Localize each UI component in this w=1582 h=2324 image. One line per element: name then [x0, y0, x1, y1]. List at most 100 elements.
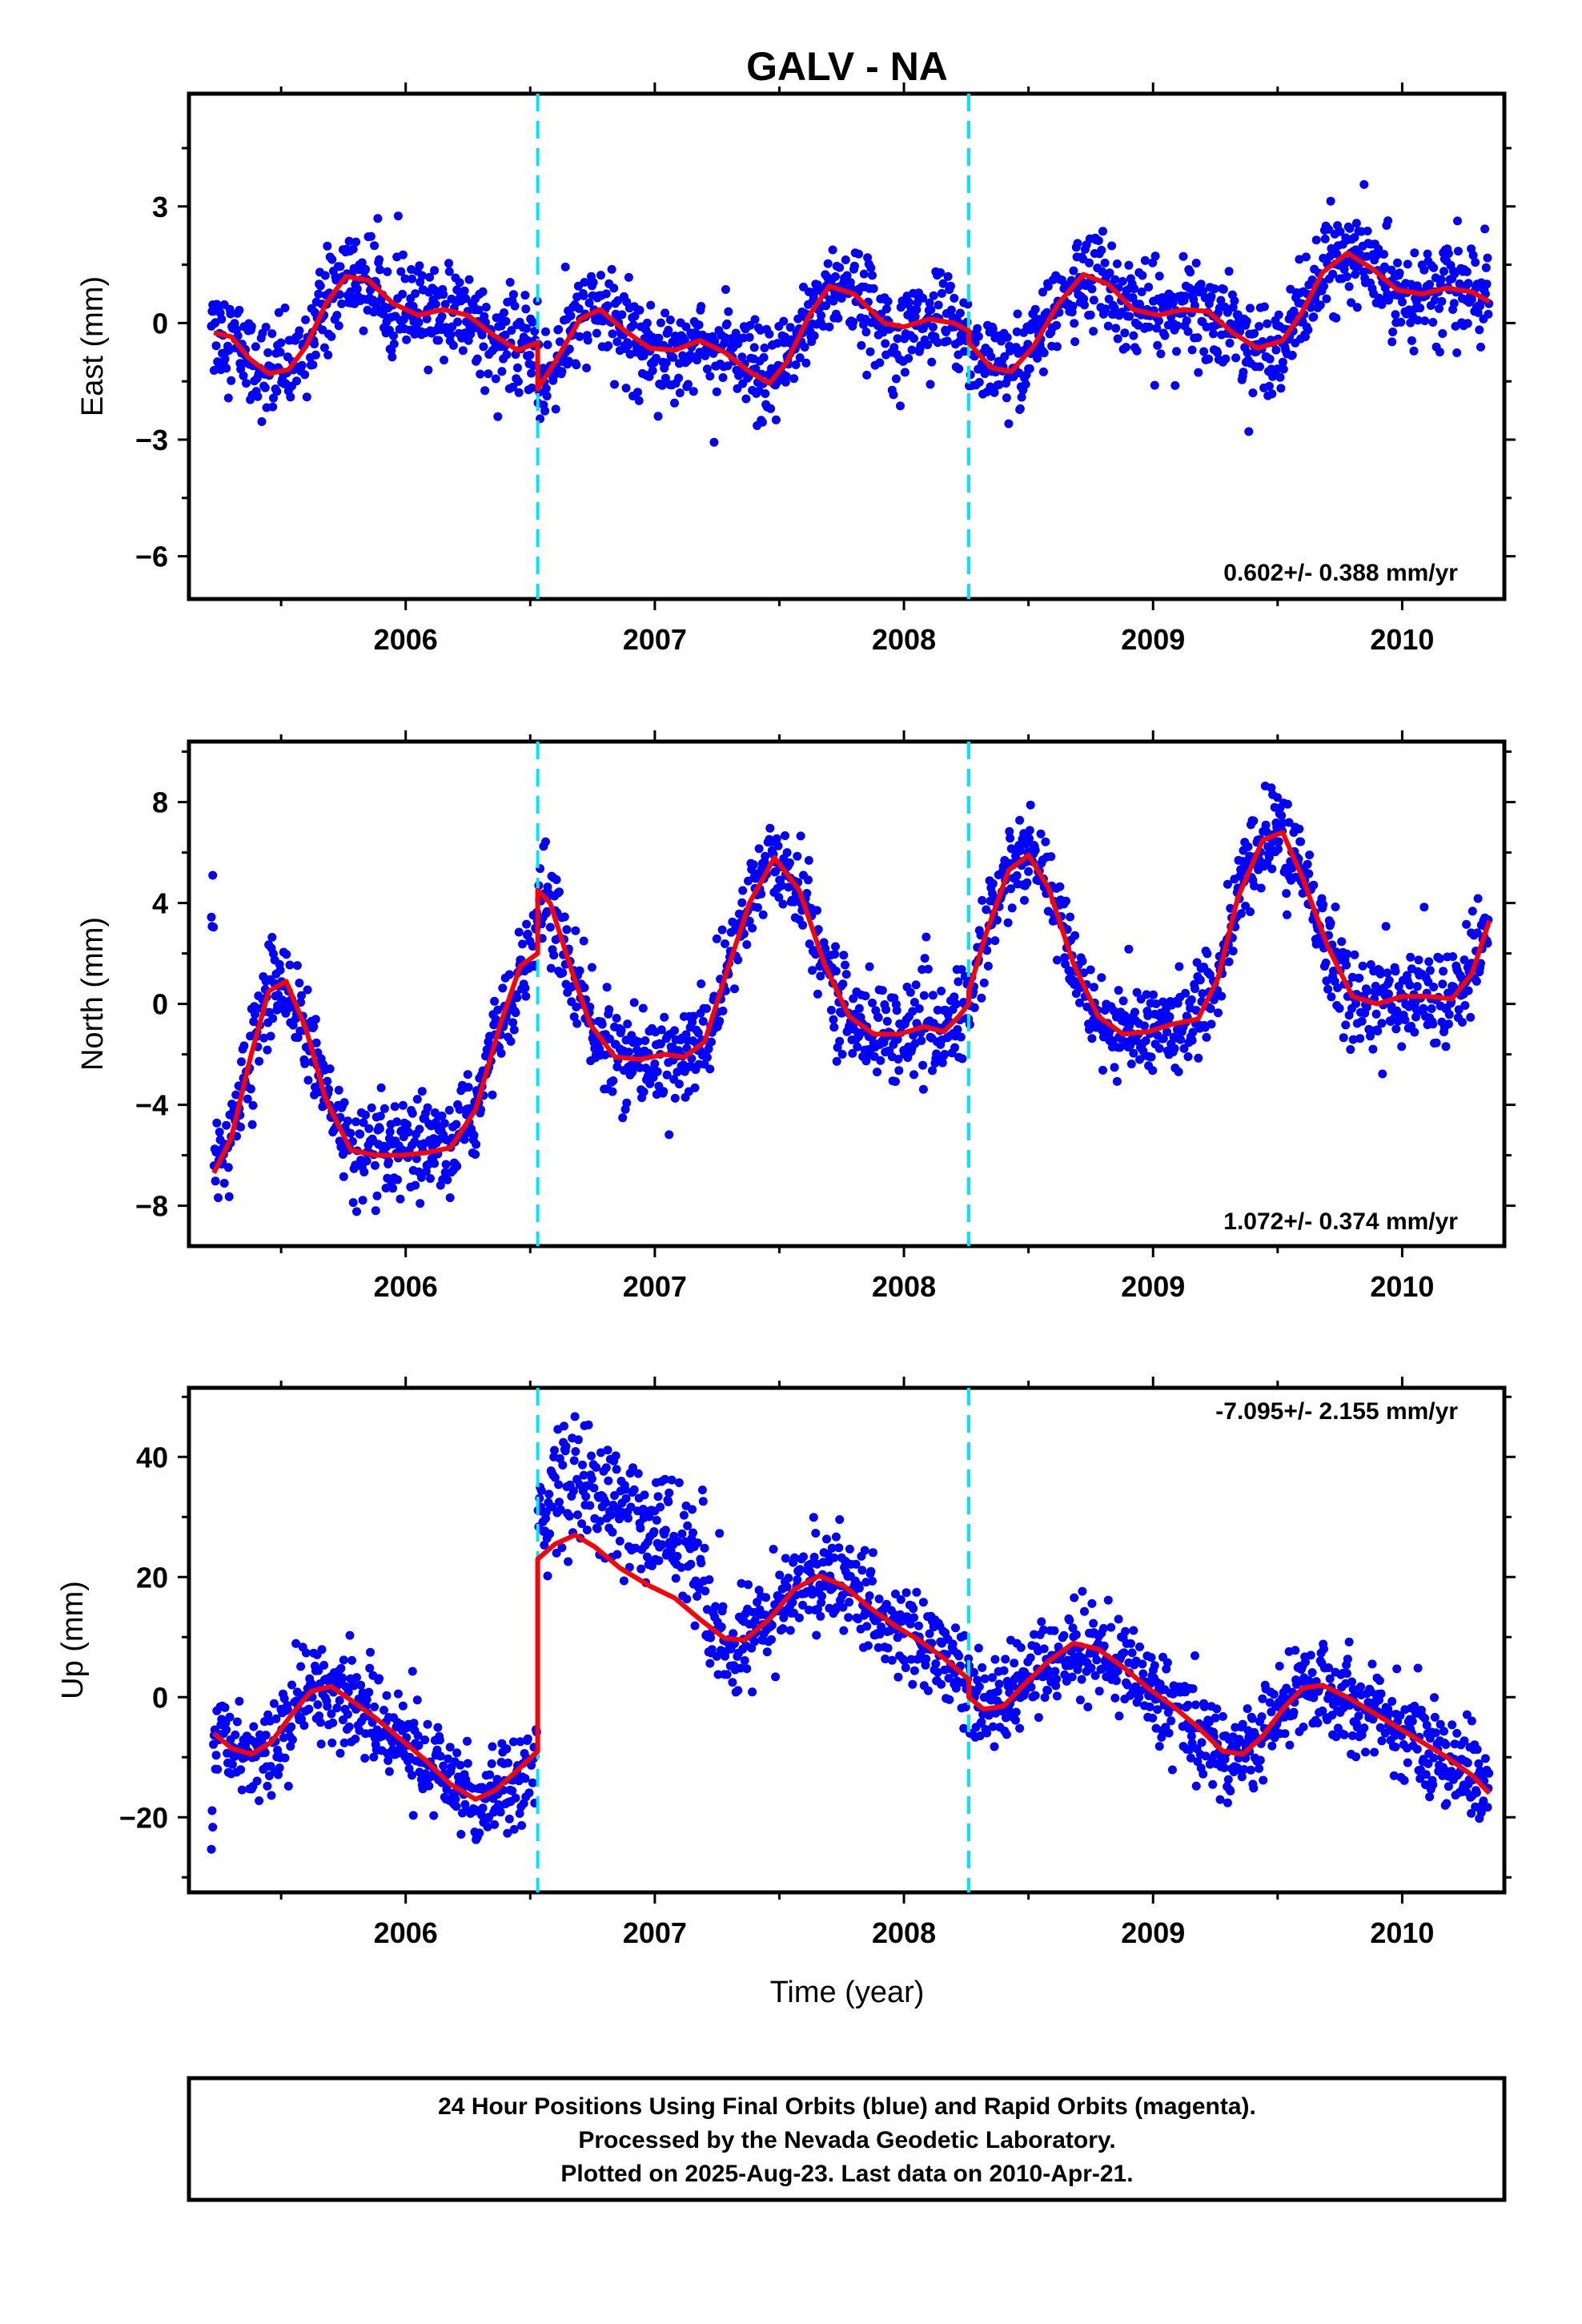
- position-point: [518, 939, 527, 949]
- position-point: [622, 1098, 632, 1108]
- position-point: [1165, 1012, 1174, 1022]
- position-point: [1110, 303, 1119, 312]
- position-point: [745, 332, 754, 342]
- position-point: [263, 1045, 272, 1055]
- position-point: [1078, 956, 1087, 966]
- position-point: [785, 858, 794, 867]
- position-point: [957, 965, 966, 975]
- position-point: [588, 278, 598, 287]
- position-point: [411, 289, 420, 299]
- position-point: [493, 1005, 503, 1015]
- position-point: [444, 259, 453, 268]
- position-point: [524, 1788, 534, 1798]
- position-point: [1343, 272, 1351, 281]
- position-point: [475, 1828, 484, 1838]
- position-point: [974, 332, 983, 341]
- position-point: [1351, 999, 1361, 1008]
- position-point: [929, 291, 938, 300]
- position-point: [1010, 1659, 1019, 1668]
- position-point: [605, 1034, 614, 1043]
- position-point: [851, 1559, 861, 1569]
- position-point: [1125, 312, 1134, 321]
- position-point: [1077, 1675, 1086, 1684]
- position-point: [335, 290, 344, 300]
- position-point: [771, 1672, 781, 1682]
- position-point: [579, 291, 588, 300]
- plot-frame: [187, 739, 1507, 1248]
- position-point: [1410, 248, 1419, 258]
- position-point: [612, 1465, 621, 1474]
- position-point: [441, 1160, 451, 1169]
- position-point: [1249, 1783, 1259, 1793]
- position-point: [657, 1540, 667, 1550]
- x-tick-label: 2010: [1370, 1270, 1434, 1303]
- position-point: [650, 1059, 660, 1068]
- position-point: [1104, 295, 1114, 304]
- position-point: [1352, 303, 1362, 312]
- x-tick-label: 2007: [623, 1916, 687, 1949]
- position-point: [724, 307, 733, 316]
- position-point: [1387, 337, 1397, 347]
- position-point: [602, 983, 612, 992]
- position-point: [612, 1062, 622, 1072]
- position-point: [659, 1087, 669, 1096]
- position-point: [311, 1015, 320, 1024]
- position-point: [525, 351, 535, 360]
- position-point: [982, 905, 991, 915]
- position-point: [909, 1604, 918, 1614]
- position-point: [635, 1063, 644, 1072]
- position-point: [883, 1643, 893, 1653]
- position-point: [543, 340, 552, 349]
- position-point: [675, 388, 685, 398]
- position-point: [1195, 975, 1205, 985]
- position-point: [242, 379, 251, 388]
- position-point: [707, 1645, 717, 1655]
- position-point: [1322, 294, 1331, 304]
- position-point: [1112, 259, 1122, 268]
- position-point: [1435, 954, 1444, 963]
- position-point: [1344, 1011, 1354, 1020]
- position-point: [1428, 1019, 1438, 1029]
- position-point: [974, 1643, 983, 1653]
- position-point: [1103, 1595, 1113, 1605]
- position-point: [496, 1048, 506, 1058]
- position-point: [933, 338, 942, 348]
- plot-frame: [187, 1385, 1507, 1895]
- position-point: [1101, 304, 1110, 314]
- position-point: [1248, 388, 1258, 398]
- position-point: [1335, 1003, 1344, 1013]
- position-point: [445, 1193, 455, 1203]
- position-point: [292, 961, 302, 971]
- position-point: [946, 281, 955, 291]
- position-point: [793, 1575, 802, 1585]
- position-point: [673, 1551, 682, 1561]
- position-point: [1246, 1765, 1255, 1775]
- position-point: [560, 912, 569, 922]
- position-point: [737, 898, 747, 907]
- position-point: [1001, 1655, 1010, 1664]
- position-point: [1071, 1630, 1081, 1639]
- position-point: [753, 903, 762, 912]
- position-point: [552, 875, 561, 884]
- position-point: [1226, 1787, 1235, 1795]
- position-point: [1339, 264, 1349, 274]
- position-point: [619, 1576, 628, 1586]
- position-point: [504, 1758, 513, 1767]
- position-point: [1304, 869, 1314, 879]
- position-point: [857, 1566, 867, 1575]
- position-point: [463, 1736, 472, 1746]
- position-point: [1387, 265, 1396, 275]
- position-point: [845, 1544, 854, 1554]
- position-point: [1099, 1641, 1109, 1651]
- position-point: [1011, 1715, 1020, 1725]
- position-point: [303, 985, 312, 995]
- position-point: [1138, 271, 1147, 280]
- position-point: [718, 373, 728, 382]
- position-point: [327, 255, 337, 264]
- position-point: [339, 1098, 349, 1108]
- position-point: [709, 437, 719, 447]
- position-point: [393, 1689, 403, 1699]
- position-point: [1419, 903, 1429, 912]
- position-point: [444, 267, 454, 276]
- position-point: [1002, 1730, 1011, 1739]
